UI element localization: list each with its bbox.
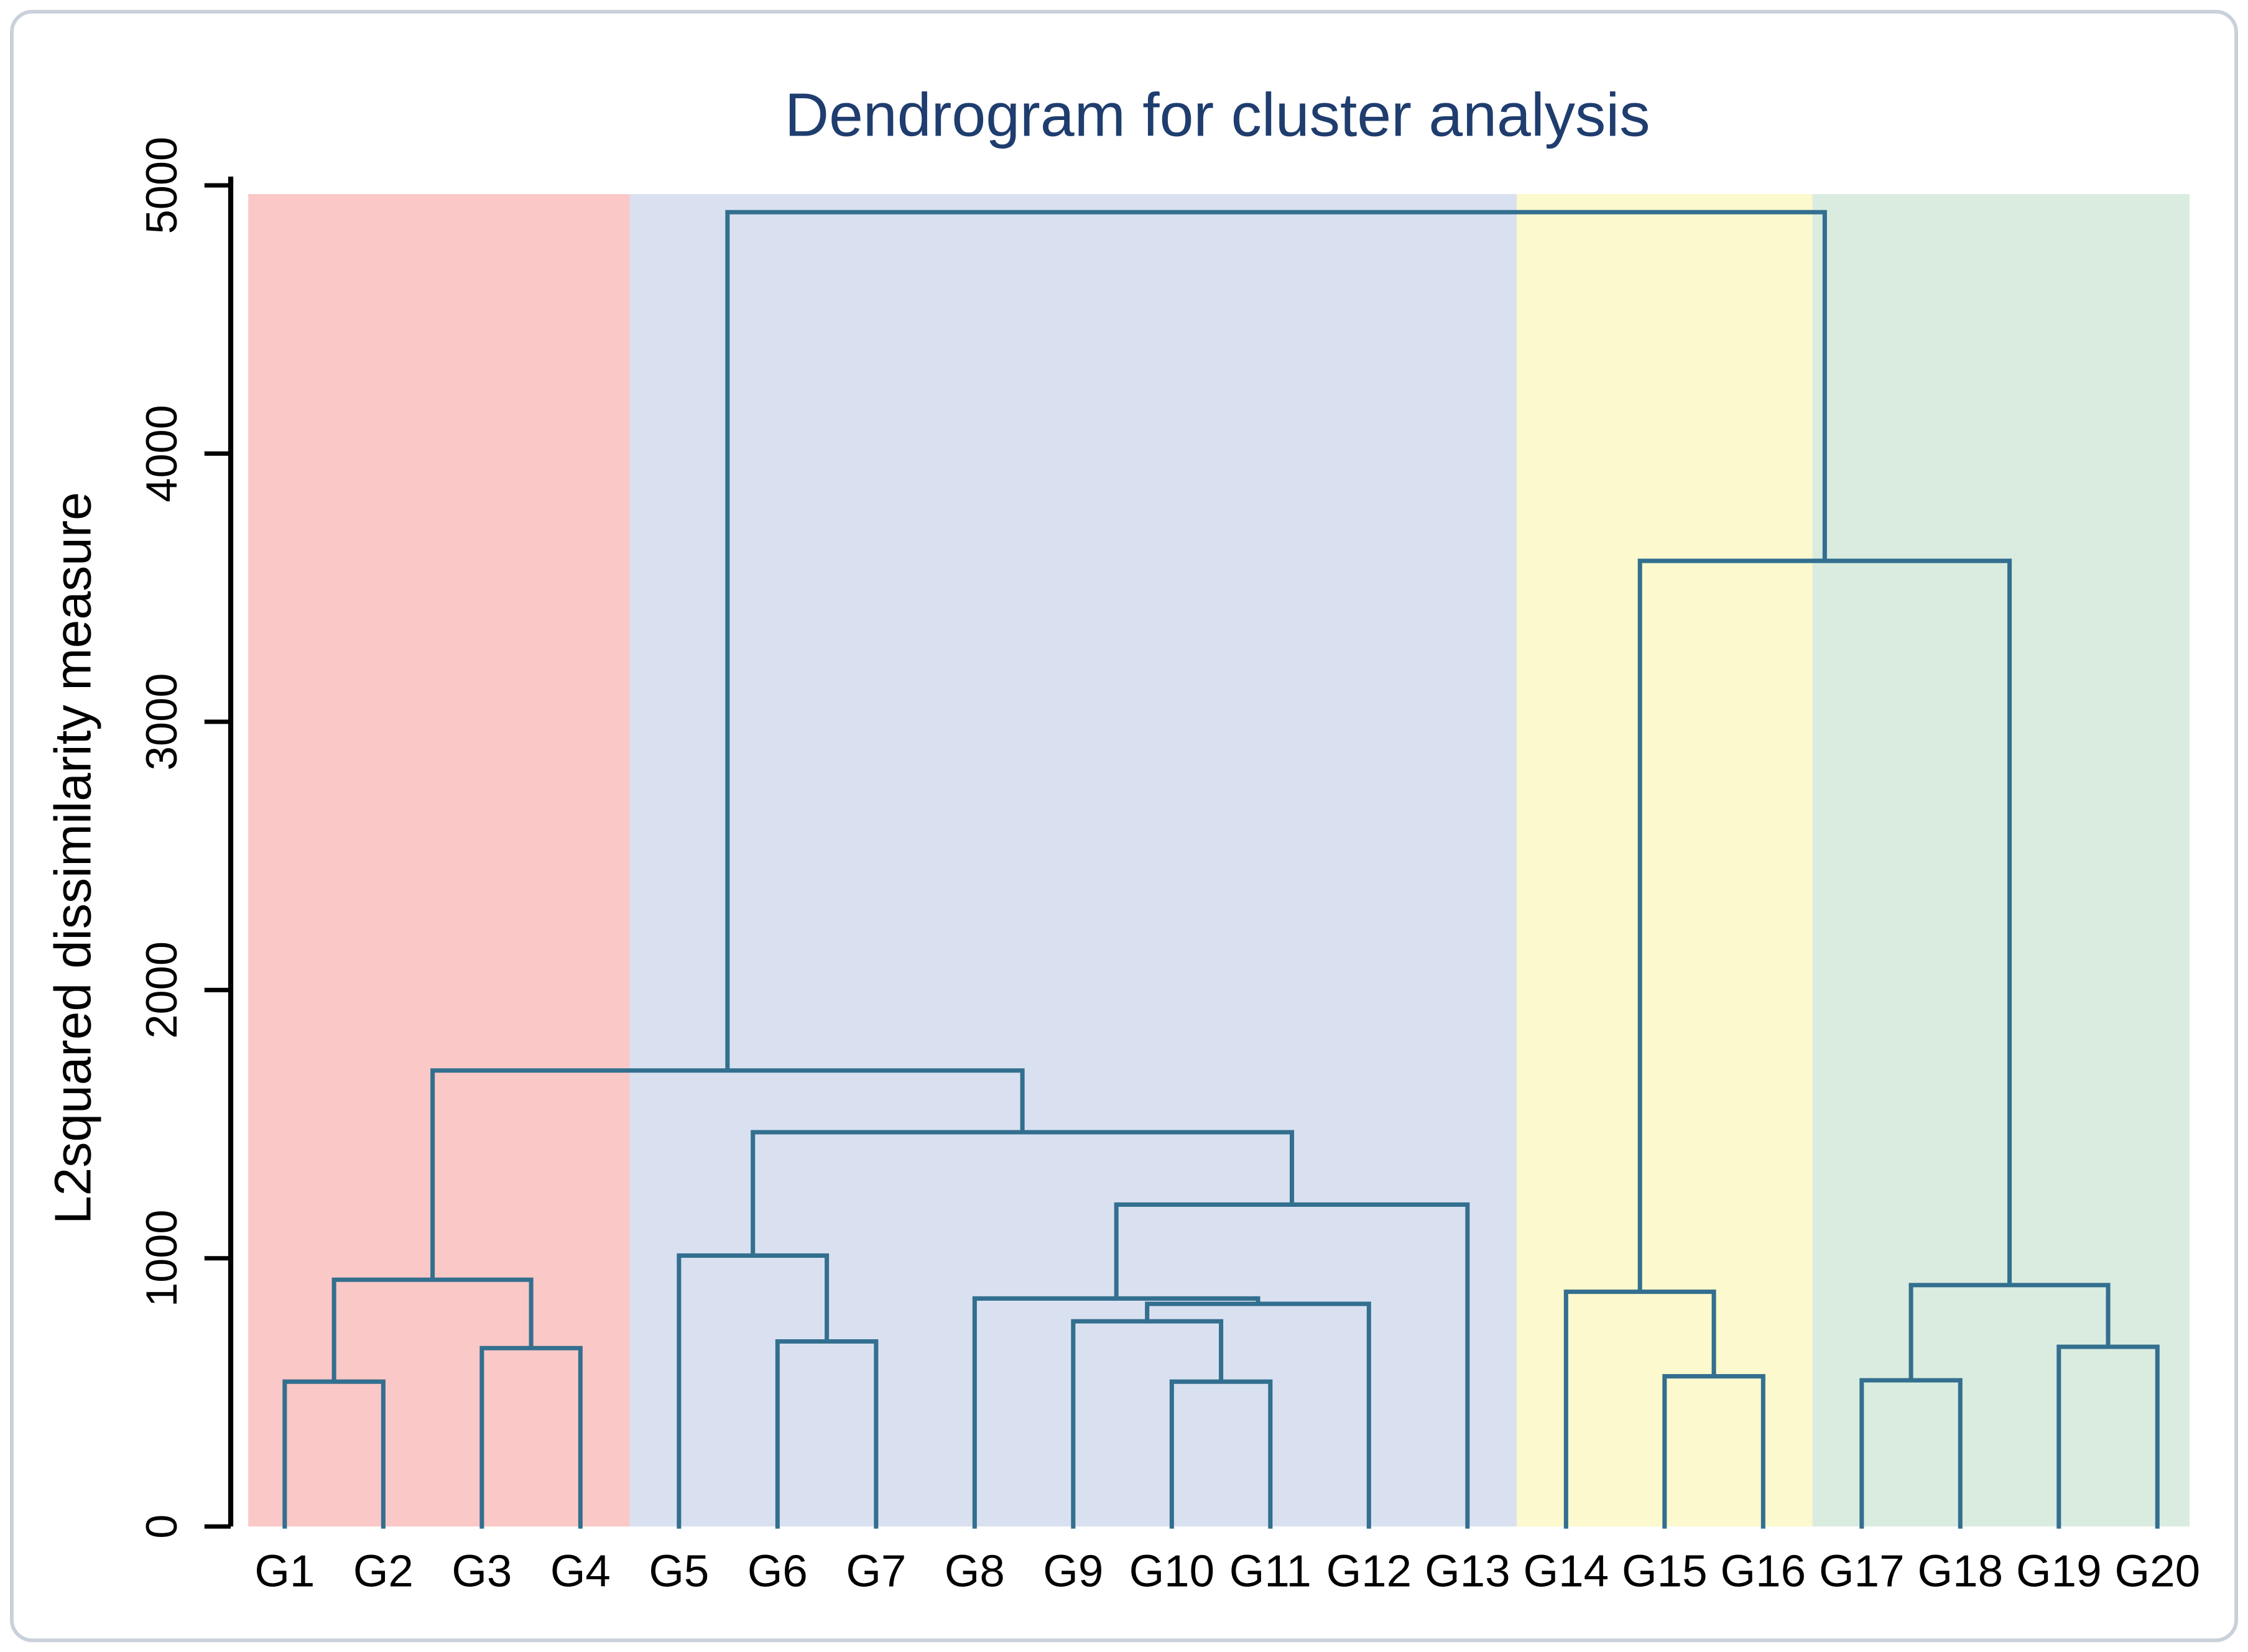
y-tick-label: 5000 bbox=[137, 137, 186, 234]
dendrogram-tree bbox=[282, 210, 2160, 1529]
leaf-label-G18: G18 bbox=[1918, 1546, 2004, 1596]
y-tick-label: 2000 bbox=[137, 941, 186, 1039]
leaf-label-G13: G13 bbox=[1425, 1546, 1510, 1596]
leaf-label-G3: G3 bbox=[451, 1546, 512, 1596]
leaf-label-G2: G2 bbox=[353, 1546, 414, 1596]
leaf-label-G16: G16 bbox=[1721, 1546, 1806, 1596]
leaf-label-G12: G12 bbox=[1326, 1546, 1412, 1596]
leaf-label-G11: G11 bbox=[1229, 1546, 1311, 1596]
leaf-label-G6: G6 bbox=[747, 1546, 808, 1596]
leaf-label-G9: G9 bbox=[1043, 1546, 1103, 1596]
dendrogram-links bbox=[282, 210, 2160, 1529]
chart-title: Dendrogram for cluster analysis bbox=[785, 80, 1650, 149]
leaf-label-G4: G4 bbox=[550, 1546, 611, 1596]
cluster-region-4 bbox=[1812, 194, 2190, 1527]
leaf-label-G8: G8 bbox=[945, 1546, 1005, 1596]
leaf-label-G17: G17 bbox=[1819, 1546, 1905, 1596]
leaf-label-G20: G20 bbox=[2115, 1546, 2201, 1596]
y-tick-label: 1000 bbox=[137, 1209, 186, 1307]
y-tick-label: 3000 bbox=[137, 673, 186, 771]
y-axis: 0 1000 2000 3000 4000 5000 bbox=[137, 137, 234, 1539]
leaf-label-G7: G7 bbox=[846, 1546, 906, 1596]
leaf-label-G5: G5 bbox=[649, 1546, 709, 1596]
leaf-label-G14: G14 bbox=[1524, 1546, 1609, 1596]
cluster-region-1 bbox=[248, 194, 630, 1527]
y-tick-label: 0 bbox=[137, 1515, 186, 1539]
leaf-label-G10: G10 bbox=[1129, 1546, 1215, 1596]
y-axis-label: L2squared dissimilarity measure bbox=[45, 492, 102, 1224]
cluster-region-3 bbox=[1517, 194, 1813, 1527]
cluster-regions bbox=[248, 194, 2190, 1527]
x-axis-labels: G1 G2 G3 G4 G5 G6 G7 G8 G9 G10 G11 G12 G13 G14 G15 G16 G… bbox=[254, 1546, 2200, 1596]
leaf-label-G15: G15 bbox=[1622, 1546, 1708, 1596]
leaf-label-G1: G1 bbox=[254, 1546, 315, 1596]
y-tick-label: 4000 bbox=[137, 405, 186, 502]
leaf-label-G19: G19 bbox=[2016, 1546, 2102, 1596]
